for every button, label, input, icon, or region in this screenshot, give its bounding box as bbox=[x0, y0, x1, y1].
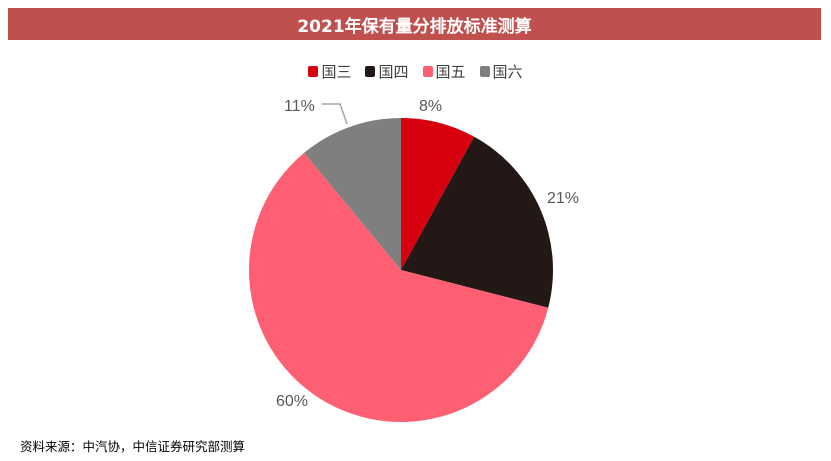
legend-swatch-guo6 bbox=[479, 66, 490, 77]
legend-item-guo5: 国五 bbox=[422, 61, 466, 82]
legend-item-guo3: 国三 bbox=[308, 61, 351, 82]
chart-title-bar: 2021年保有量分排放标准测算 bbox=[8, 8, 821, 40]
data-label-guo6: 11% bbox=[284, 98, 315, 115]
leader-line-guo6 bbox=[322, 103, 348, 125]
legend-item-guo6: 国六 bbox=[479, 61, 523, 82]
legend-swatch-guo5 bbox=[422, 66, 433, 77]
chart-title: 2021年保有量分排放标准测算 bbox=[297, 16, 532, 37]
pie-slice-guo6 bbox=[304, 118, 401, 270]
source-note: 资料来源：中汽协，中信证券研究部测算 bbox=[20, 439, 246, 454]
pie-slices bbox=[249, 118, 553, 422]
pie-slice-guo4 bbox=[401, 136, 553, 308]
legend-label-guo5: 国五 bbox=[435, 63, 466, 81]
legend-swatch-guo4 bbox=[365, 66, 376, 77]
legend-item-guo4: 国四 bbox=[365, 61, 409, 82]
data-label-guo5: 60% bbox=[276, 393, 309, 410]
legend-label-guo3: 国三 bbox=[321, 63, 352, 81]
data-label-guo4: 21% bbox=[547, 190, 580, 207]
legend-label-guo4: 国四 bbox=[378, 63, 409, 81]
pie-slice-guo5 bbox=[249, 152, 549, 422]
legend-swatch-guo3 bbox=[308, 66, 319, 77]
pie-slice-guo3 bbox=[401, 118, 475, 270]
chart-legend: 国三 国四 国五 国六 bbox=[0, 61, 831, 82]
legend-label-guo6: 国六 bbox=[492, 63, 523, 81]
data-label-guo3: 8% bbox=[419, 98, 443, 115]
